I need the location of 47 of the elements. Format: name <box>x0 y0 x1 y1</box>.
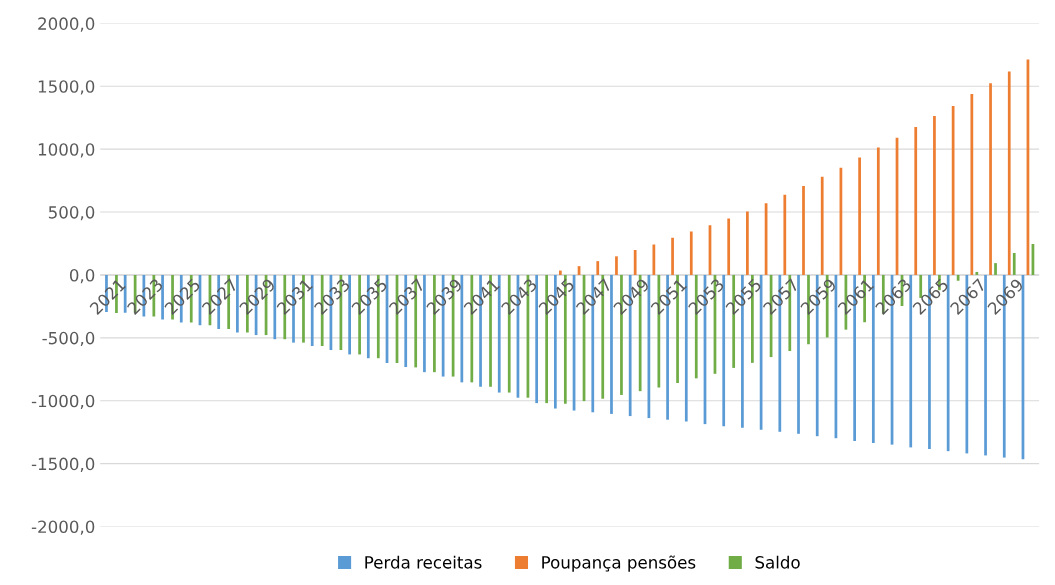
bar <box>423 274 426 373</box>
bar <box>671 237 674 275</box>
bar <box>802 186 805 275</box>
bar <box>975 271 979 275</box>
y-tick-label: -2000,0 <box>31 520 95 535</box>
y-tick-label: -500,0 <box>42 331 95 347</box>
y-tick-label: 2000,0 <box>38 17 95 32</box>
y-tick-label: -1000,0 <box>31 394 95 409</box>
bar <box>722 274 726 427</box>
bar <box>236 274 239 333</box>
bar <box>652 244 656 275</box>
bar <box>994 263 997 275</box>
bar <box>535 274 539 404</box>
y-tick-label: -1500,0 <box>31 457 95 472</box>
bar <box>946 274 950 452</box>
y-tick-label: 500,0 <box>48 206 95 221</box>
bar <box>746 211 749 275</box>
bar <box>689 231 693 275</box>
bar <box>1012 252 1016 275</box>
bar <box>909 274 913 448</box>
bar <box>615 256 618 275</box>
bar <box>558 270 562 275</box>
bar <box>273 274 277 340</box>
bar <box>797 274 800 434</box>
bar <box>610 274 613 414</box>
bar <box>876 147 880 275</box>
bar <box>161 274 164 320</box>
y-tick-label: 1500,0 <box>38 80 95 95</box>
bar <box>914 126 918 275</box>
bar <box>933 116 936 275</box>
bar <box>596 261 600 275</box>
y-tick-label: 1000,0 <box>38 143 95 158</box>
bar <box>970 94 974 275</box>
bar <box>633 250 637 275</box>
bar <box>348 274 351 355</box>
bar <box>951 105 955 275</box>
bar <box>989 83 992 275</box>
legend-label: Perda receitas <box>365 555 482 569</box>
bar <box>727 218 731 275</box>
bar <box>783 194 787 275</box>
bar <box>1007 71 1011 275</box>
bar <box>460 274 464 383</box>
bar <box>858 157 861 275</box>
bar <box>984 274 987 456</box>
bar <box>820 176 824 275</box>
legend-label: Poupança pensões <box>542 555 696 572</box>
legend-label: Saldo <box>755 555 800 569</box>
